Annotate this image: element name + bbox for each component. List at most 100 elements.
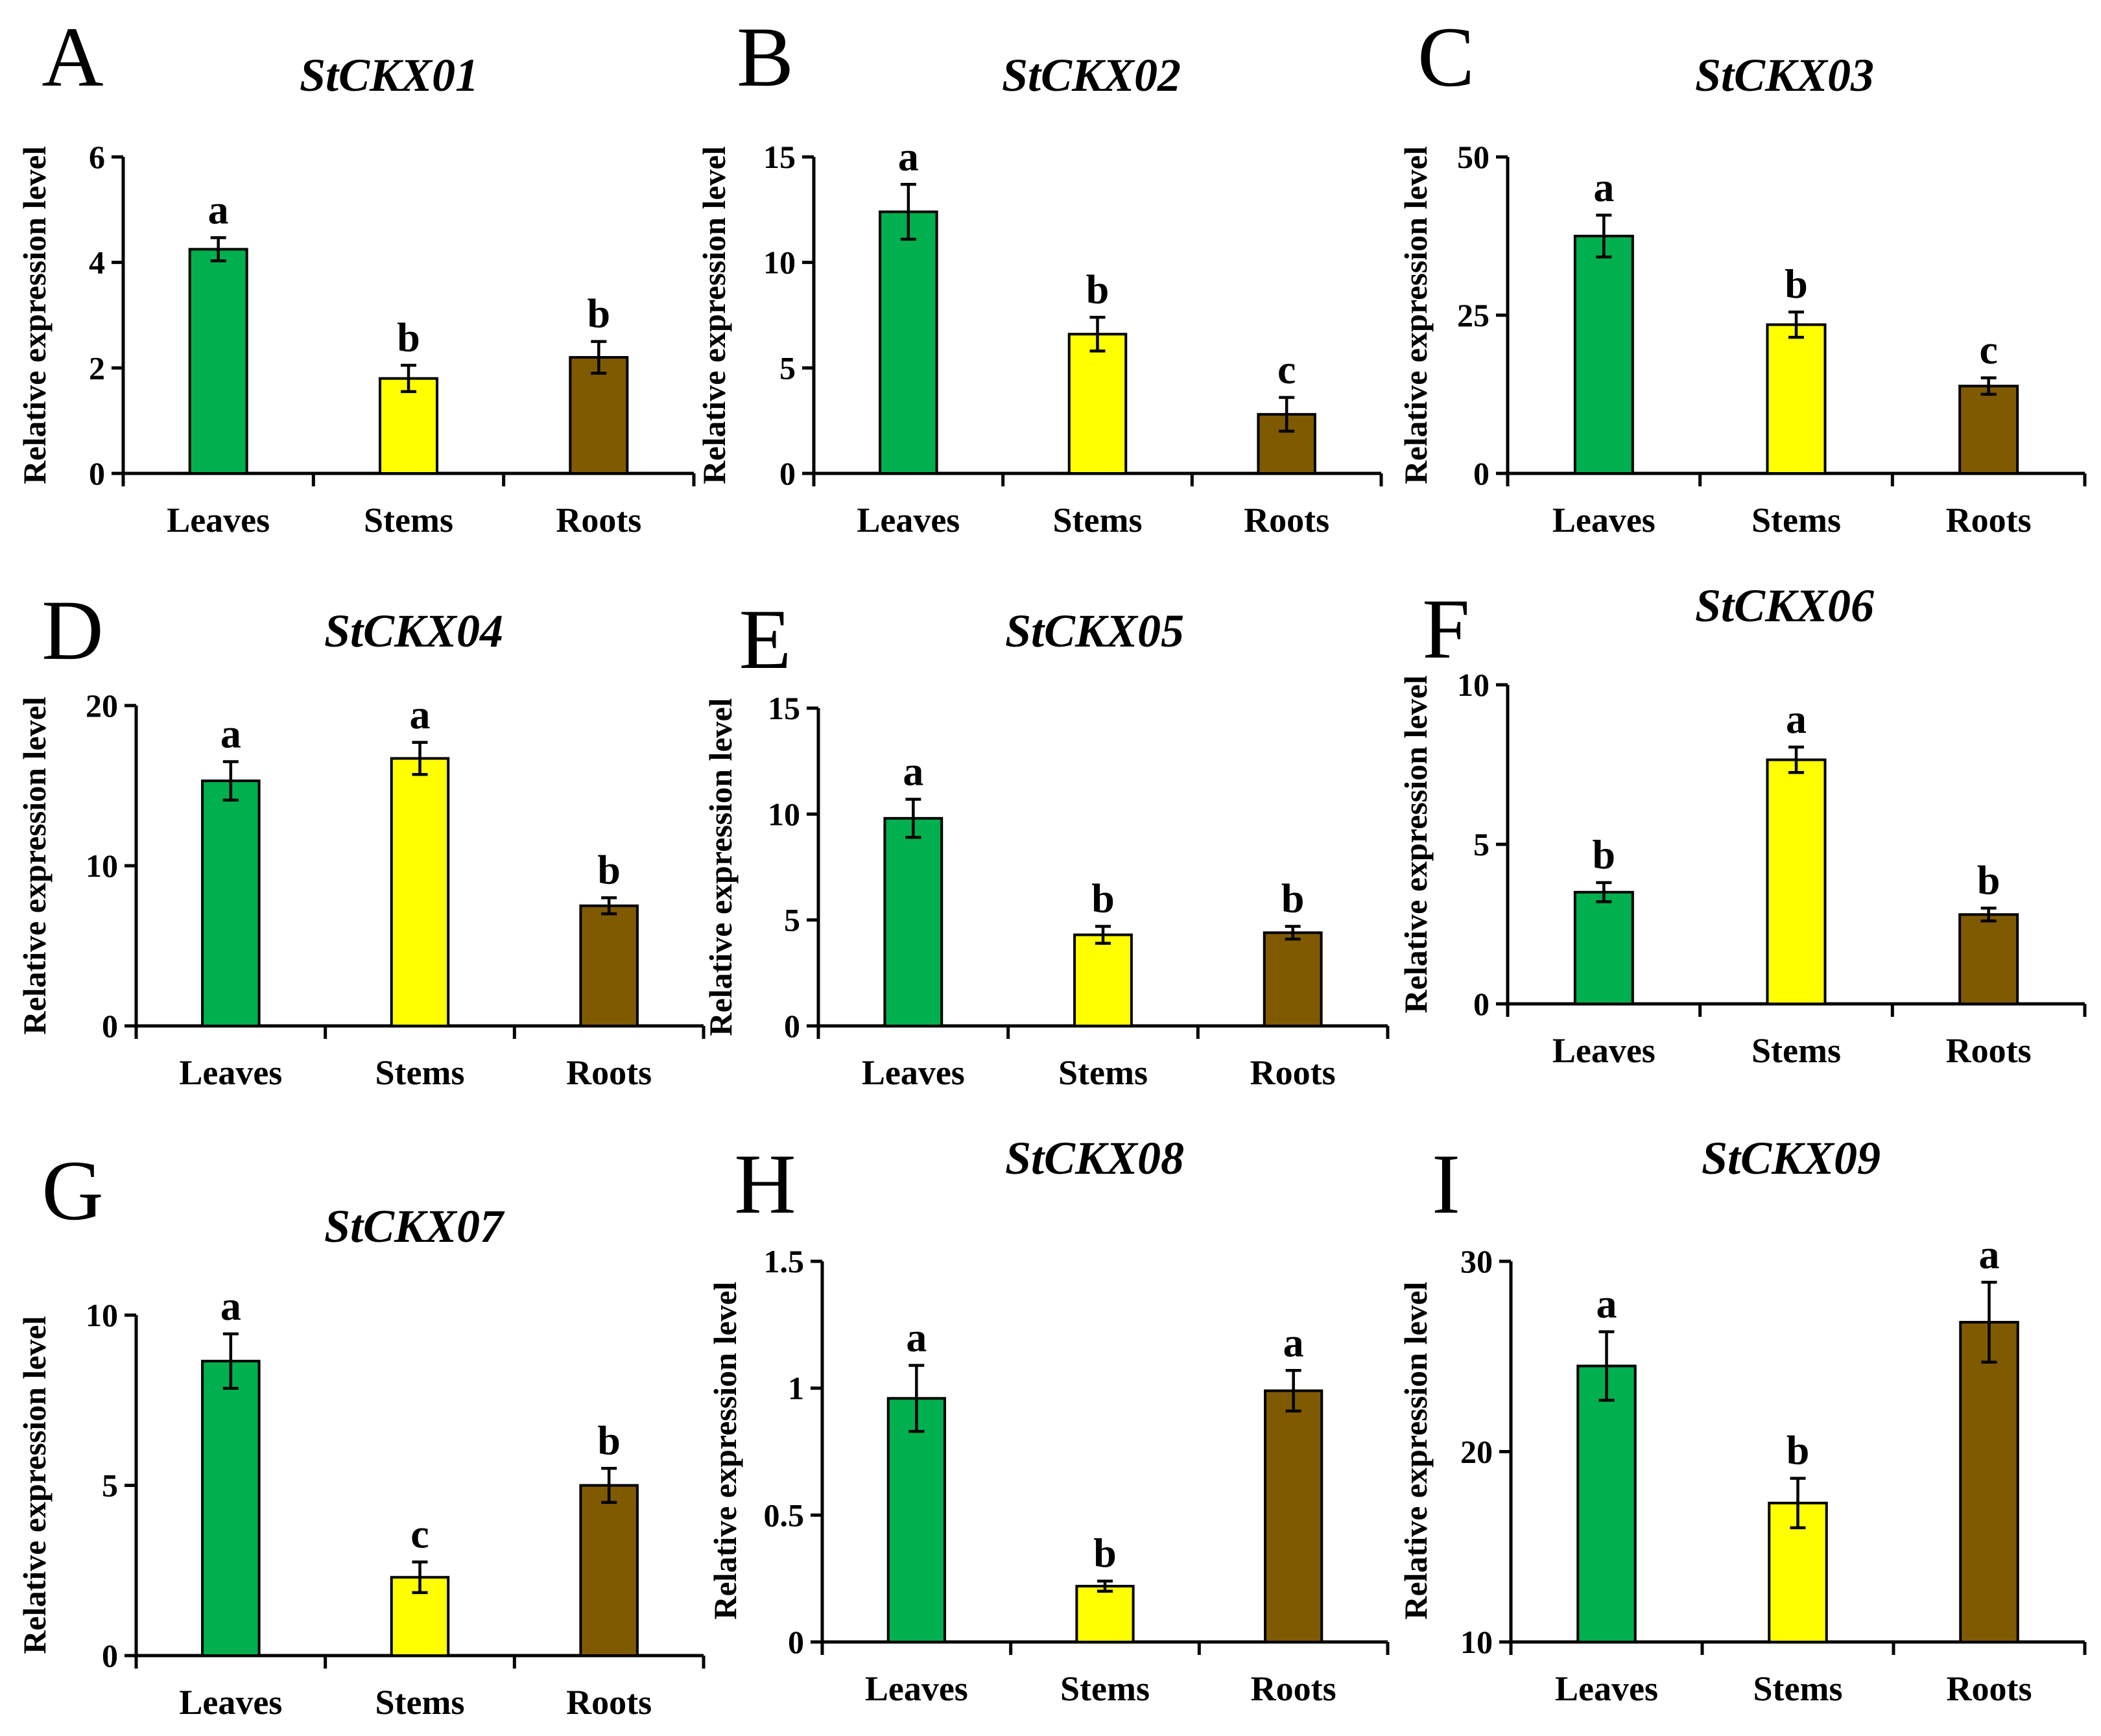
panel-e: E StCKX05 Relative expression level 0 5 10 15 a… xyxy=(702,591,1390,1092)
panel-title: StCKX03 xyxy=(1695,49,1874,101)
y-axis-label: Relative expression level xyxy=(16,1316,53,1654)
y-tick-label: 4 xyxy=(89,244,105,281)
x-tick-label: Stems xyxy=(1060,1669,1150,1708)
y-tick-label: 10 xyxy=(768,796,800,832)
bar-leaves xyxy=(879,210,938,475)
y-tick-label: 0 xyxy=(1473,455,1490,492)
y-tick-label: 6 xyxy=(89,139,105,175)
significance-letter: b xyxy=(397,314,420,360)
bar-roots xyxy=(579,1484,639,1657)
y-tick-label: 15 xyxy=(763,139,796,175)
bar-stems xyxy=(1067,333,1128,475)
bar-leaves xyxy=(883,816,944,1028)
y-tick-label: 0 xyxy=(784,1008,800,1044)
panel-i: I StCKX09 Relative expression level 10 20 30 a… xyxy=(1397,1132,2087,1708)
bar-leaves xyxy=(1573,890,1634,1006)
significance-letter: b xyxy=(1786,1427,1810,1473)
y-axis-label: Relative expression level xyxy=(707,1281,743,1619)
y-tick-label: 10 xyxy=(763,244,796,281)
x-tick-label: Leaves xyxy=(1552,501,1656,540)
bar-roots xyxy=(1264,1389,1324,1644)
significance-letter: b xyxy=(588,291,611,337)
significance-letter: a xyxy=(903,748,923,794)
x-tick-label: Leaves xyxy=(179,1053,282,1092)
y-tick-label: 20 xyxy=(86,687,118,724)
y-tick-label: 1 xyxy=(788,1370,804,1407)
significance-letter: b xyxy=(1593,831,1616,877)
bar-roots xyxy=(1958,913,2019,1005)
panel-title: StCKX06 xyxy=(1695,580,1874,632)
x-tick-label: Leaves xyxy=(1555,1669,1658,1708)
significance-letter: a xyxy=(410,691,431,737)
significance-letter: b xyxy=(597,846,621,892)
x-tick-label: Stems xyxy=(1751,1031,1841,1070)
x-tick-label: Roots xyxy=(1946,501,2032,540)
y-tick-label: 0 xyxy=(102,1637,118,1674)
x-tick-label: Roots xyxy=(566,1053,652,1092)
y-tick-label: 0 xyxy=(89,455,105,492)
y-tick-label: 5 xyxy=(1473,826,1490,862)
panel-h: H StCKX08 Relative expression level 0 0.5 1 1.… xyxy=(707,1132,1390,1708)
x-tick-label: Leaves xyxy=(857,501,960,540)
bar-leaves xyxy=(201,779,261,1027)
y-tick-label: 0 xyxy=(102,1008,118,1044)
significance-letter: a xyxy=(1786,696,1807,742)
y-tick-label: 20 xyxy=(1460,1434,1493,1470)
y-axis-label: Relative expression level xyxy=(1397,146,1434,484)
bar-roots xyxy=(569,356,629,475)
x-tick-label: Roots xyxy=(1946,1031,2032,1070)
panel-b: B StCKX02 Relative expression level 0 5 10 15 a… xyxy=(696,9,1383,540)
panel-letter: F xyxy=(1422,581,1469,676)
panel-letter: E xyxy=(739,591,792,687)
y-tick-label: 10 xyxy=(1457,667,1490,703)
y-tick-label: 5 xyxy=(779,350,796,386)
significance-letter: a xyxy=(1979,1231,2000,1277)
y-tick-label: 1.5 xyxy=(764,1243,805,1279)
significance-letter: a xyxy=(208,186,229,232)
y-tick-label: 50 xyxy=(1457,139,1490,175)
bar-stems xyxy=(1075,1584,1135,1644)
panel-letter: H xyxy=(734,1136,796,1231)
significance-letter: a xyxy=(1283,1319,1304,1365)
panel-title: StCKX02 xyxy=(1002,49,1181,101)
significance-letter: b xyxy=(1091,875,1115,921)
bar-roots xyxy=(1263,931,1323,1028)
y-tick-label: 0.5 xyxy=(764,1497,805,1533)
y-axis-label: Relative expression level xyxy=(1397,675,1434,1013)
panel-letter: I xyxy=(1432,1136,1460,1231)
y-tick-label: 0 xyxy=(779,455,796,492)
significance-letter: c xyxy=(410,1511,429,1557)
x-tick-label: Roots xyxy=(1244,501,1329,540)
panel-letter: A xyxy=(42,9,103,104)
significance-letter: b xyxy=(597,1417,621,1463)
y-tick-label: 15 xyxy=(768,690,800,726)
panel-letter: D xyxy=(42,582,103,678)
bar-leaves xyxy=(1573,235,1634,475)
x-tick-label: Leaves xyxy=(862,1053,965,1092)
y-axis-label: Relative expression level xyxy=(702,698,739,1036)
x-tick-label: Roots xyxy=(1250,1053,1336,1092)
bar-roots xyxy=(1959,1320,2019,1644)
y-tick-label: 0 xyxy=(788,1624,804,1660)
significance-letter: a xyxy=(1597,1281,1617,1327)
bar-leaves xyxy=(1576,1364,1637,1644)
panel-letter: C xyxy=(1418,9,1475,104)
significance-letter: b xyxy=(1785,261,1808,307)
panel-f: F StCKX06 Relative expression level 0 5 10 b Le… xyxy=(1397,580,2087,1070)
significance-letter: c xyxy=(1277,346,1296,392)
y-tick-label: 5 xyxy=(784,902,800,938)
significance-letter: b xyxy=(1281,875,1305,921)
y-tick-label: 0 xyxy=(1473,986,1490,1022)
x-tick-label: Stems xyxy=(364,501,453,540)
panel-letter: G xyxy=(42,1143,103,1238)
significance-letter: b xyxy=(1093,1530,1117,1576)
x-tick-label: Stems xyxy=(1058,1053,1148,1092)
panel-d: D StCKX04 Relative expression level 0 10 20 a L… xyxy=(16,582,706,1092)
y-axis-label: Relative expression level xyxy=(696,146,732,484)
x-tick-label: Leaves xyxy=(167,501,270,540)
x-tick-label: Roots xyxy=(1947,1669,2032,1708)
y-tick-label: 2 xyxy=(89,350,105,386)
x-tick-label: Stems xyxy=(1753,1669,1843,1708)
y-axis-label: Relative expression level xyxy=(1397,1281,1434,1619)
